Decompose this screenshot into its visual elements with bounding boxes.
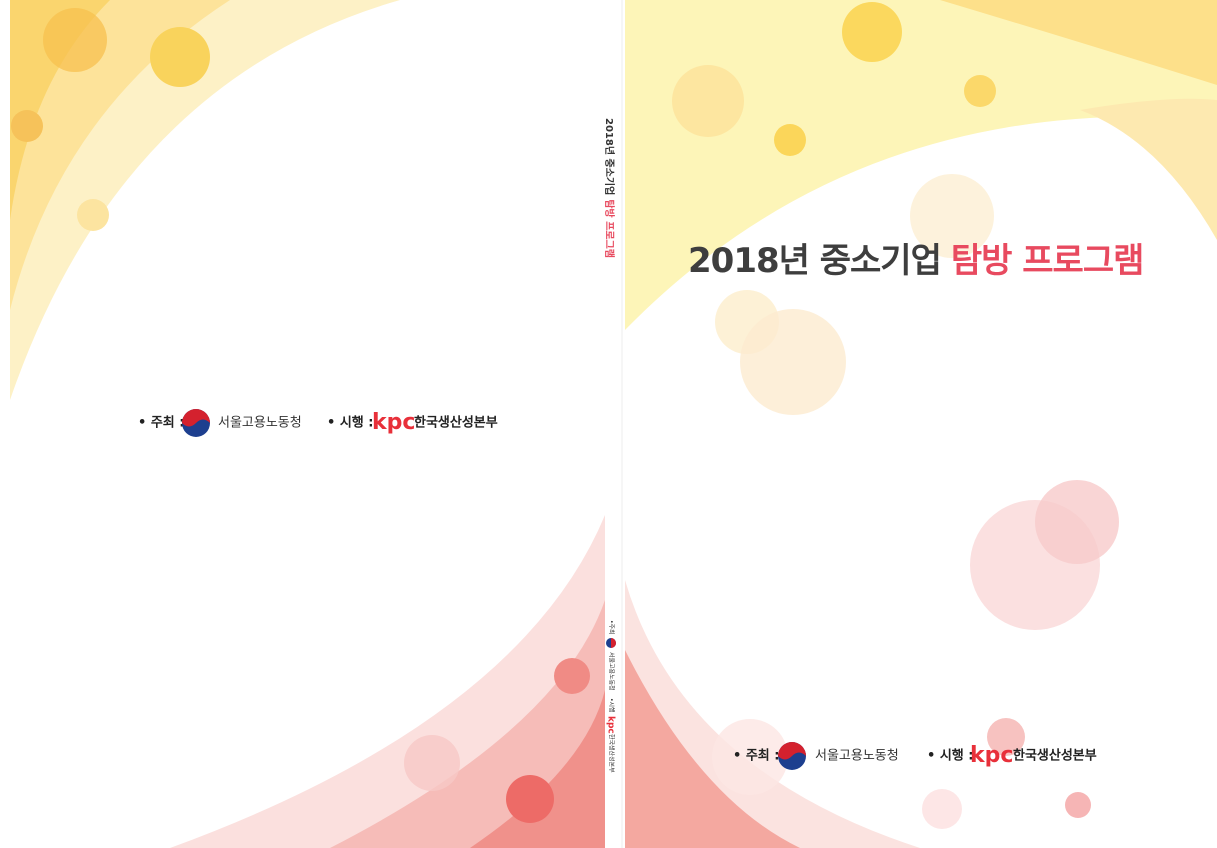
title-highlight: 탐방 프로그램	[951, 241, 1144, 281]
operator: 한국생산성본부	[414, 415, 498, 431]
spine-title-main: 2018년 중소기업	[603, 118, 616, 195]
spine-title: 2018년 중소기업탐방 프로그램	[603, 118, 616, 258]
circle	[77, 199, 109, 231]
spine-host-label: •주최	[608, 620, 616, 635]
operator: 한국생산성본부	[1013, 748, 1097, 764]
host: 서울고용노동청	[815, 749, 899, 764]
operator-logo: kpc	[970, 743, 1013, 768]
circle	[150, 27, 210, 87]
front-credits: • 주최 : 서울고용노동청 • 시행 : kpc 한국생산성본부	[733, 742, 1097, 770]
circle	[1065, 792, 1091, 818]
spine-title-highlight: 탐방 프로그램	[603, 199, 616, 258]
host: 서울고용노동청	[218, 416, 302, 431]
circle	[1035, 480, 1119, 564]
operator-label: • 시행 :	[927, 748, 973, 764]
circle	[842, 2, 902, 62]
yellow-arc	[1080, 99, 1217, 240]
circle	[43, 8, 107, 72]
circle	[964, 75, 996, 107]
front-cover	[625, 0, 1217, 848]
logo	[611, 638, 616, 648]
spine-operator: 한국생산성본부	[608, 734, 616, 773]
spine-operator-logo: kpc	[606, 716, 616, 734]
circle	[554, 658, 590, 694]
page: {"spine": {"title_main": "2018년 중소기업", "…	[0, 0, 1217, 848]
circle	[404, 735, 460, 791]
circle	[922, 789, 962, 829]
circle	[672, 65, 744, 137]
operator-label: • 시행 :	[327, 415, 373, 431]
host-label: • 주최 :	[138, 416, 184, 431]
spine-host: 서울고용노동청	[608, 652, 616, 691]
operator-logo: kpc	[372, 410, 415, 435]
circle	[740, 309, 846, 415]
circle	[774, 124, 806, 156]
spine-title-text: 2018년 중소기업탐방 프로그램	[603, 118, 616, 258]
cover-spread: 2018년 중소기업탐방 프로그램 2018년 중소기업탐방 프로그램 •주최 …	[0, 0, 1217, 848]
back-credits: • 주최 : 서울고용노동청 • 시행 : kpc 한국생산성본부	[138, 409, 498, 437]
circle	[11, 110, 43, 142]
spine-operator-label: •시행	[608, 698, 616, 713]
back-cover	[10, 0, 605, 848]
host-label: • 주최 :	[733, 749, 779, 764]
spine-credits: •주최 서울고용노동청 •시행 kpc 한국생산성본부	[606, 620, 617, 773]
title-main: 2018년 중소기업	[688, 241, 941, 281]
circle	[506, 775, 554, 823]
